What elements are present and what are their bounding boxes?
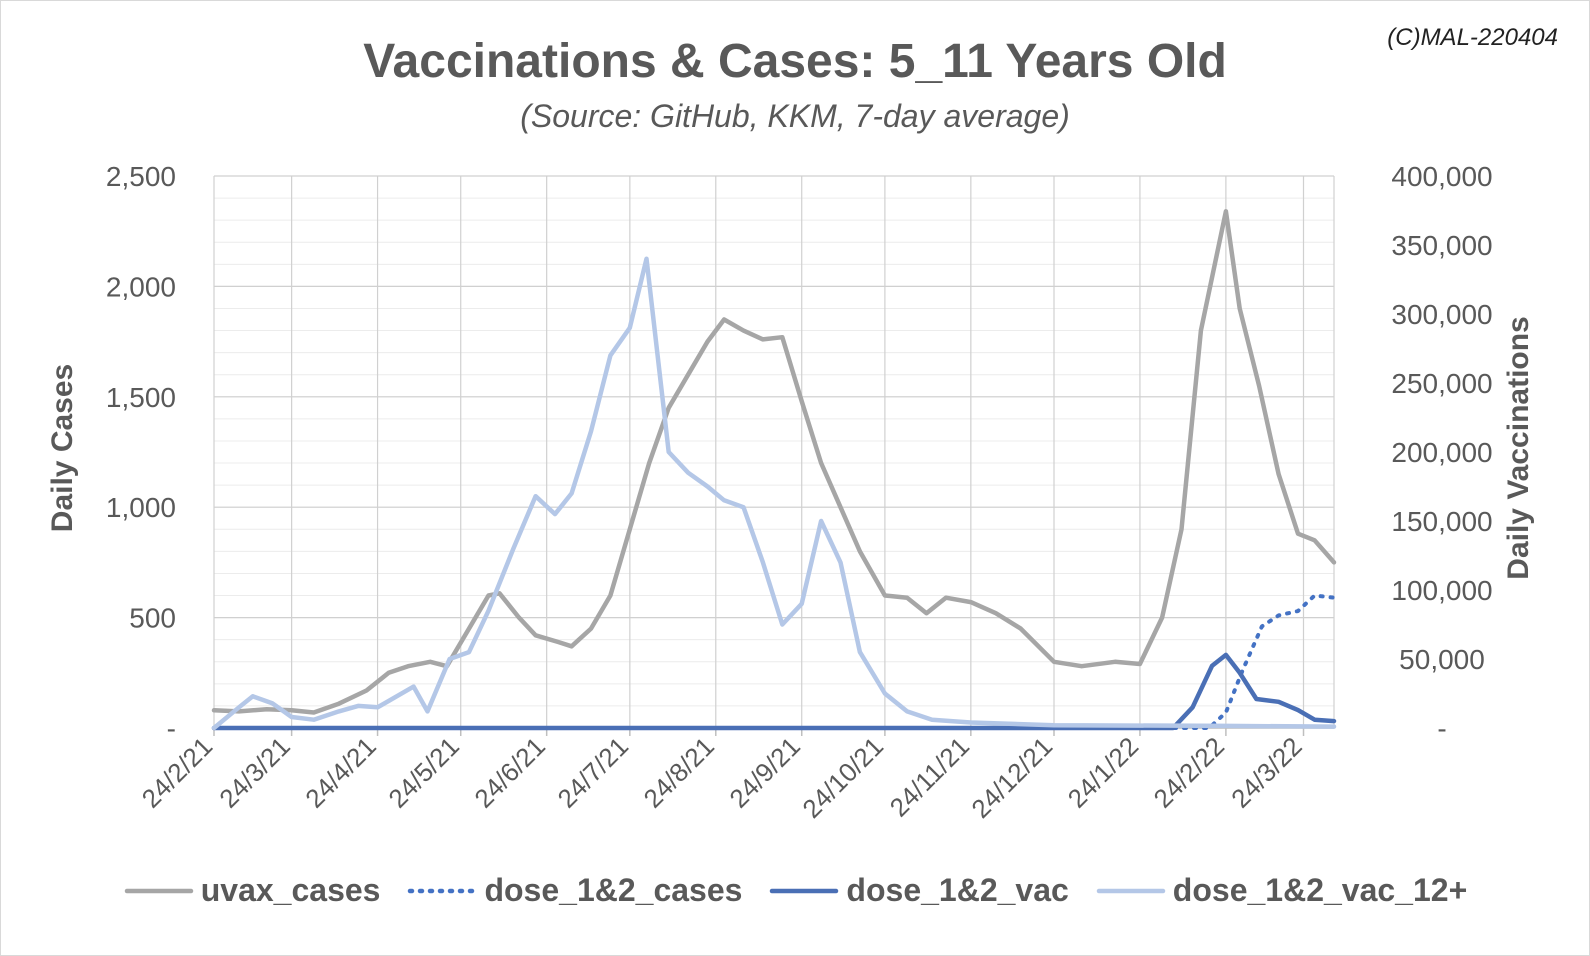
x-tick-label: 24/3/21 <box>213 731 296 814</box>
chart-subtitle: (Source: GitHub, KKM, 7-day average) <box>520 98 1070 134</box>
legend-label: dose_1&2_cases <box>484 872 743 908</box>
x-tick-label: 24/12/21 <box>965 731 1058 824</box>
legend-swatch <box>408 888 477 893</box>
chart-title: Vaccinations & Cases: 5_11 Years Old <box>363 35 1227 88</box>
legend-item: dose_1&2_cases <box>406 872 742 909</box>
legend-label: dose_1&2_vac <box>846 872 1069 908</box>
y2-tick-label: - <box>1437 713 1446 744</box>
y2-tick-label: 150,000 <box>1391 506 1492 537</box>
y-axis-label: Daily Cases <box>46 364 79 532</box>
legend-item: dose_1&2_vac <box>768 872 1069 909</box>
x-tick-label: 24/2/21 <box>136 731 219 814</box>
y2-tick-label: 250,000 <box>1391 368 1492 399</box>
series-line-dose-1-2-vac <box>211 652 1337 731</box>
y2-tick-label: 300,000 <box>1391 299 1492 330</box>
y-tick-label: 2,000 <box>106 271 176 302</box>
series-line-dose-1-2-vac-12- <box>211 256 1337 731</box>
legend-swatch <box>124 888 193 893</box>
y2-tick-label: 100,000 <box>1391 575 1492 606</box>
legend-label: dose_1&2_vac_12+ <box>1172 872 1468 908</box>
x-tick-label: 24/4/21 <box>299 731 382 814</box>
series-group <box>211 209 1337 731</box>
x-tick-label: 24/3/22 <box>1225 731 1308 814</box>
x-tick-label: 24/9/21 <box>723 731 806 814</box>
x-tick-label: 24/7/21 <box>552 731 635 814</box>
series-line-dose-1-2-cases <box>212 593 1336 730</box>
x-tick-label: 24/11/21 <box>884 731 975 822</box>
legend-item: dose_1&2_vac_12+ <box>1095 872 1467 909</box>
legend: uvax_cases dose_1&2_cases dose_1&2_vac dose… <box>0 872 1590 909</box>
y2-tick-label: 200,000 <box>1391 437 1492 468</box>
y-tick-label: 1,000 <box>106 492 176 523</box>
watermark: (C)MAL-220404 <box>1387 24 1558 51</box>
legend-swatch <box>770 888 839 893</box>
x-tick-label: 24/5/21 <box>382 731 465 814</box>
legend-label: uvax_cases <box>200 872 381 908</box>
y2-tick-label: 400,000 <box>1391 161 1492 192</box>
series-line-uvax-cases <box>211 209 1337 715</box>
x-tick-label: 24/1/22 <box>1062 731 1145 814</box>
legend-item: uvax_cases <box>123 872 381 909</box>
x-tick-label: 24/2/22 <box>1148 731 1231 814</box>
x-tick-label: 24/10/21 <box>796 731 889 824</box>
legend-swatch <box>1096 888 1166 893</box>
y-tick-label: 2,500 <box>106 161 176 192</box>
y2-axis-label: Daily Vaccinations <box>1502 316 1535 579</box>
y-tick-label: 500 <box>129 603 176 634</box>
x-tick-label: 24/8/21 <box>637 731 720 814</box>
y2-tick-label: 50,000 <box>1399 644 1485 675</box>
y-tick-label: 1,500 <box>106 382 176 413</box>
y-tick-label: - <box>167 713 176 744</box>
x-tick-label: 24/6/21 <box>468 731 551 814</box>
y2-tick-label: 350,000 <box>1391 230 1492 261</box>
gridlines <box>213 175 1335 729</box>
